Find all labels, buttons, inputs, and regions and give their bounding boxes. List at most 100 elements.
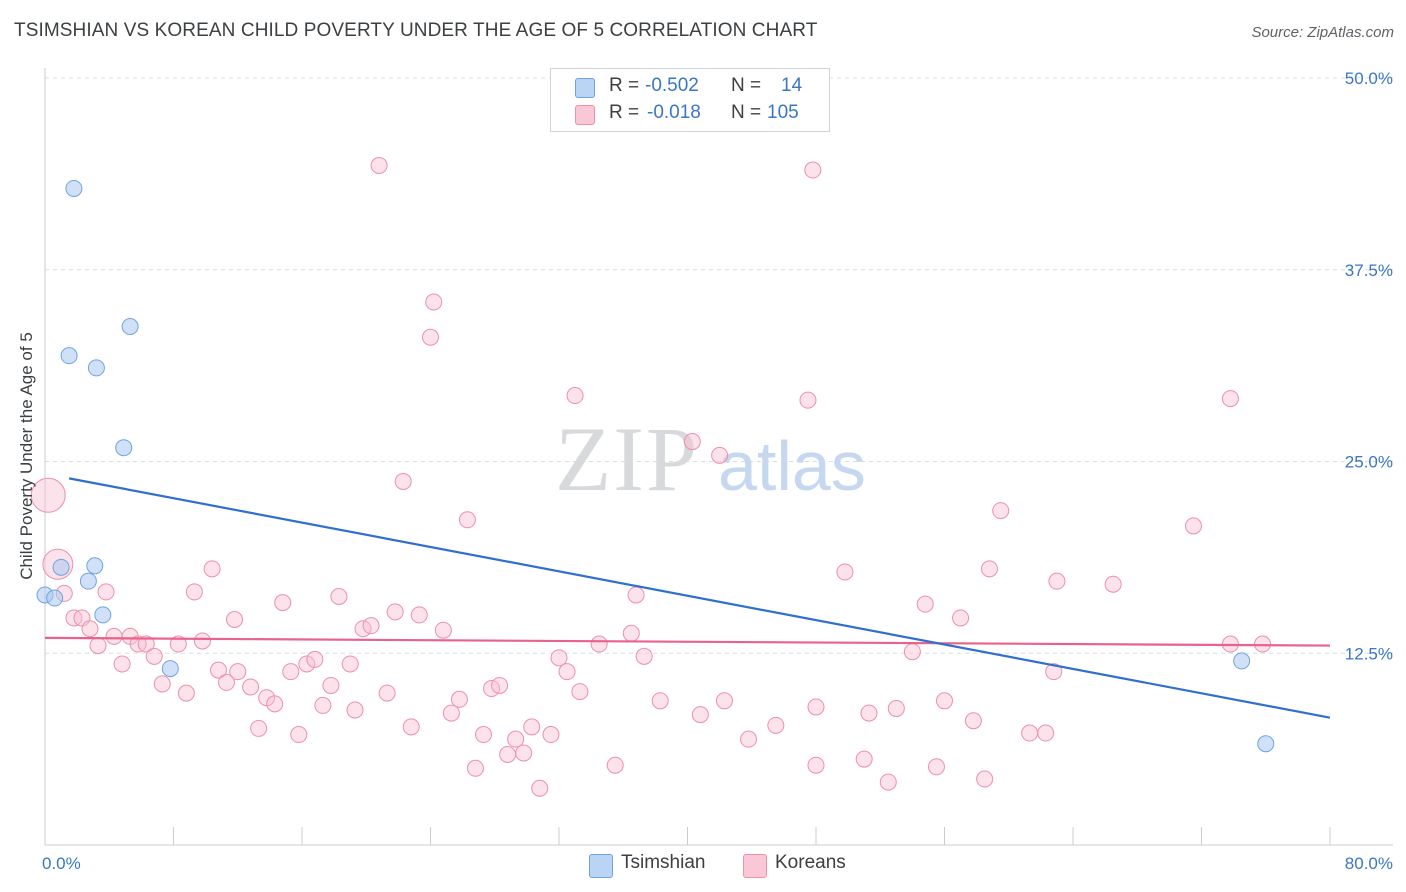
gridlines xyxy=(45,77,1393,654)
korean-point xyxy=(266,695,284,713)
korean-point xyxy=(622,624,640,642)
korean-point xyxy=(89,637,107,655)
korean-point xyxy=(346,701,364,719)
korean-point xyxy=(903,643,921,661)
korean-point xyxy=(137,635,155,653)
y-tick-label: 25.0% xyxy=(1345,453,1393,472)
korean-point xyxy=(402,718,420,736)
korean-point xyxy=(916,595,934,613)
legend-swatch-koreans xyxy=(575,105,595,125)
korean-point xyxy=(860,704,878,722)
korean-point xyxy=(386,603,404,621)
korean-point xyxy=(1048,572,1066,590)
korean-point xyxy=(936,692,953,710)
korean-point xyxy=(799,391,817,409)
tsimshian-point xyxy=(87,359,105,377)
korean-point xyxy=(1184,517,1202,535)
tick-labels: 12.5% 25.0% 37.5% 50.0% 0.0% 80.0% xyxy=(42,69,1393,873)
korean-point xyxy=(879,773,897,791)
korean-point xyxy=(651,692,669,710)
koreans-points xyxy=(30,156,1272,797)
korean-point xyxy=(314,696,332,714)
korean-point xyxy=(169,635,187,653)
korean-point xyxy=(491,676,509,694)
korean-point xyxy=(571,683,589,701)
korean-point xyxy=(1104,575,1122,593)
korean-point xyxy=(627,586,645,604)
korean-point xyxy=(558,663,576,681)
korean-point xyxy=(250,719,268,737)
legend-r-value: -0.502 xyxy=(645,75,699,96)
korean-point xyxy=(635,647,653,665)
tsimshian-point xyxy=(94,606,112,624)
korean-point xyxy=(290,726,308,744)
y-tick-label: 37.5% xyxy=(1345,261,1393,280)
korean-point xyxy=(711,446,729,464)
bottom-legend-label-tsimshian: Tsimshian xyxy=(621,852,706,873)
korean-point xyxy=(606,756,624,774)
korean-point xyxy=(203,560,221,578)
korean-point xyxy=(927,758,945,776)
korean-point xyxy=(952,609,970,627)
tsimshian-point xyxy=(46,589,64,607)
korean-point xyxy=(976,770,994,788)
korean-point xyxy=(1045,663,1063,681)
legend-n-label: N = xyxy=(731,75,762,96)
korean-point xyxy=(185,583,203,601)
legend-n-value: 105 xyxy=(767,102,799,123)
korean-point xyxy=(507,730,525,748)
korean-point xyxy=(362,617,380,635)
korean-point xyxy=(226,611,244,629)
korean-point xyxy=(515,744,533,762)
korean-point xyxy=(964,712,982,730)
korean-point xyxy=(370,156,388,174)
trend-lines xyxy=(44,477,1331,719)
tsimshian-trend-line xyxy=(68,477,1331,719)
y-axis-label: Child Poverty Under the Age of 5 xyxy=(17,332,36,580)
korean-point xyxy=(97,583,115,601)
korean-point xyxy=(330,587,348,605)
korean-point xyxy=(105,627,123,645)
korean-point xyxy=(767,716,785,734)
korean-point xyxy=(282,663,300,681)
korean-point xyxy=(81,620,99,638)
korean-point xyxy=(740,730,758,748)
x-tick-label: 80.0% xyxy=(1345,854,1393,873)
korean-point xyxy=(341,655,359,673)
korean-point xyxy=(242,678,260,696)
tsimshian-point xyxy=(52,558,70,576)
korean-point xyxy=(322,676,340,694)
tsimshian-point xyxy=(79,572,97,590)
tsimshian-point xyxy=(121,318,139,336)
bottom-legend-swatch-tsimshian xyxy=(589,854,613,878)
korean-point xyxy=(523,718,541,736)
axes xyxy=(44,68,1393,846)
tsimshian-point xyxy=(86,557,104,575)
korean-point xyxy=(422,328,439,346)
x-tick-label: 0.0% xyxy=(42,854,81,873)
korean-point xyxy=(1221,390,1239,408)
korean-point xyxy=(1021,724,1039,742)
korean-point xyxy=(542,726,560,744)
korean-point xyxy=(566,387,584,405)
korean-point xyxy=(209,661,227,679)
korean-point xyxy=(394,472,412,490)
korean-point xyxy=(691,706,709,724)
korean-point xyxy=(410,606,428,624)
korean-point xyxy=(475,726,493,744)
korean-point xyxy=(1037,724,1055,742)
tsimshian-point xyxy=(1257,735,1275,753)
source-note: Source: ZipAtlas.com xyxy=(1251,24,1394,41)
korean-point xyxy=(145,647,163,665)
korean-point xyxy=(298,655,316,673)
bottom-legend-label-koreans: Koreans xyxy=(775,852,846,873)
legend-r-value: -0.018 xyxy=(647,102,701,123)
korean-point xyxy=(807,698,825,716)
legend-r-label: R = xyxy=(609,75,640,96)
korean-point xyxy=(980,560,998,578)
korean-point xyxy=(113,655,131,673)
korean-point xyxy=(378,684,396,702)
korean-point xyxy=(218,673,236,691)
correlation-legend: R = -0.502 N = 14 R = -0.018 N = 105 xyxy=(550,68,830,132)
korean-point xyxy=(855,750,873,768)
